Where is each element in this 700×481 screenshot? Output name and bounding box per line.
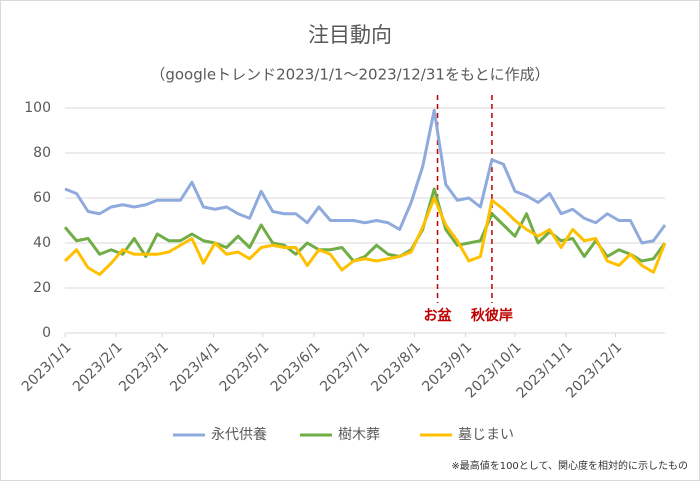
- y-tick-label: 60: [33, 190, 51, 206]
- legend-label: 永代供養: [211, 426, 267, 443]
- annotation-label: 秋彼岸: [471, 307, 513, 324]
- y-tick-label: 100: [24, 100, 51, 116]
- series-line: [63, 196, 667, 276]
- y-tick-label: 0: [42, 325, 51, 341]
- chart-title: 注目動向: [308, 23, 392, 47]
- chart-subtitle: （googleトレンド2023/1/1～2023/12/31をもとに作成）: [150, 66, 549, 84]
- y-tick-label: 80: [33, 145, 51, 161]
- annotation-label: お盆: [424, 307, 453, 324]
- footnote: ※最高値を100として、関心度を相対的に示したもの: [451, 459, 688, 472]
- legend-label: 墓じまい: [458, 427, 514, 443]
- series-line: [64, 108, 667, 245]
- y-tick-label: 20: [33, 280, 51, 296]
- y-tick-label: 40: [33, 235, 51, 251]
- legend-label: 樹木葬: [338, 427, 380, 443]
